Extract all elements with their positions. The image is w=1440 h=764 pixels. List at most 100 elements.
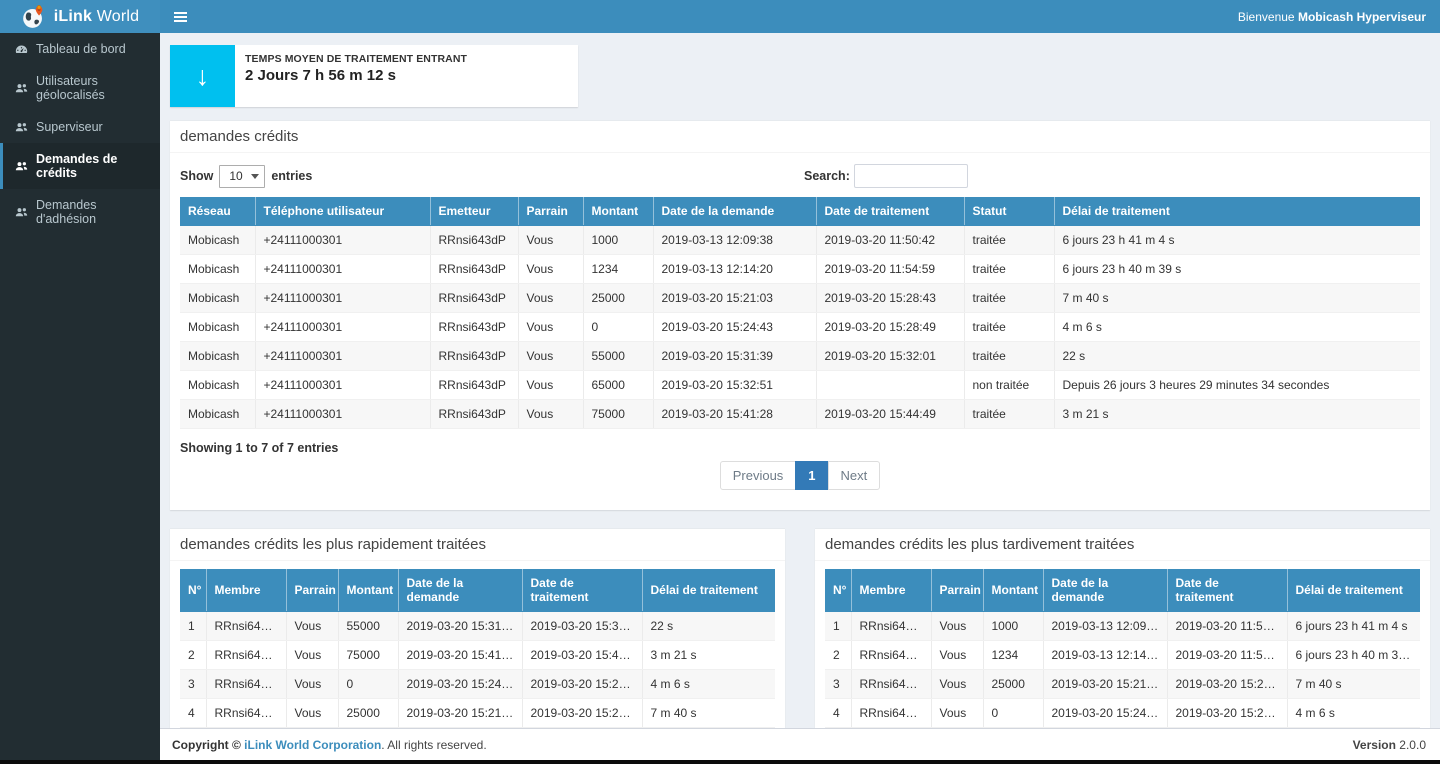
table-cell: 25000 (338, 699, 398, 728)
column-header[interactable]: Date de traitement (1167, 569, 1287, 612)
table-cell: RRnsi643dP (430, 342, 518, 371)
table-cell: +24111000301 (255, 284, 430, 313)
table-header-row: N°MembreParrainMontantDate de la demande… (825, 569, 1420, 612)
column-header[interactable]: Date de traitement (522, 569, 642, 612)
column-header[interactable]: N° (180, 569, 206, 612)
table-cell: RRnsi643dP (206, 670, 286, 699)
table-cell: 2019-03-20 15:41:28 (398, 641, 522, 670)
sidebar-item-tableau-de-bord[interactable]: Tableau de bord (0, 33, 160, 65)
column-header[interactable]: Téléphone utilisateur (255, 197, 430, 226)
table-cell: 55000 (583, 342, 653, 371)
table-cell: 2019-03-20 15:44:49 (522, 641, 642, 670)
column-header[interactable]: N° (825, 569, 851, 612)
table-cell: RRnsi643dP (206, 641, 286, 670)
column-header[interactable]: Date de la demande (653, 197, 816, 226)
sidebar-item-demandes-de-credits[interactable]: Demandes de crédits (0, 143, 160, 189)
column-header[interactable]: Statut (964, 197, 1054, 226)
users-icon (15, 206, 28, 219)
table-cell: 1234 (983, 641, 1043, 670)
table-cell: traitée (964, 284, 1054, 313)
version-text: Version 2.0.0 (1353, 738, 1426, 752)
previous-page-button[interactable]: Previous (720, 461, 797, 490)
table-cell: 0 (583, 313, 653, 342)
table-cell: Vous (518, 226, 583, 255)
table-row: 3RRnsi643dPVous250002019-03-20 15:21:032… (825, 670, 1420, 699)
column-header[interactable]: Délai de traitement (642, 569, 775, 612)
brand-logo[interactable]: iLink World (0, 0, 160, 33)
next-page-button[interactable]: Next (828, 461, 881, 490)
hamburger-icon[interactable] (160, 0, 200, 33)
table-cell: 2019-03-20 15:32:01 (522, 612, 642, 641)
column-header[interactable]: Parrain (286, 569, 338, 612)
table-cell: 2019-03-20 15:41:28 (653, 400, 816, 429)
table-cell: RRnsi643dP (430, 371, 518, 400)
table-cell: +24111000301 (255, 226, 430, 255)
table-cell: Vous (518, 255, 583, 284)
table-cell: 2019-03-13 12:14:20 (1043, 641, 1167, 670)
column-header[interactable]: Montant (583, 197, 653, 226)
column-header[interactable]: Parrain (931, 569, 983, 612)
table-cell: traitée (964, 313, 1054, 342)
table-cell: +24111000301 (255, 371, 430, 400)
table-cell: Vous (518, 342, 583, 371)
column-header[interactable]: Parrain (518, 197, 583, 226)
table-row: 3RRnsi643dPVous02019-03-20 15:24:432019-… (180, 670, 775, 699)
column-header[interactable]: Montant (338, 569, 398, 612)
column-header[interactable]: Membre (206, 569, 286, 612)
table-cell: 1000 (983, 612, 1043, 641)
sidebar-item-label: Superviseur (36, 120, 103, 134)
table-cell: 2019-03-20 11:54:59 (1167, 641, 1287, 670)
page-1-button[interactable]: 1 (795, 461, 828, 490)
users-icon (15, 121, 28, 134)
table-cell: 2019-03-20 11:50:42 (1167, 612, 1287, 641)
table-cell: 0 (983, 699, 1043, 728)
sidebar-item-label: Demandes de crédits (36, 152, 150, 180)
table-cell: 6 jours 23 h 40 m 39 s (1054, 255, 1420, 284)
footer: Copyright © iLink World Corporation. All… (160, 728, 1440, 760)
column-header[interactable]: Emetteur (430, 197, 518, 226)
table-row: Mobicash+24111000301RRnsi643dPVous100020… (180, 226, 1420, 255)
page-length-select[interactable]: 10 (219, 165, 265, 188)
table-cell: Vous (931, 612, 983, 641)
table-cell: 2019-03-20 15:21:03 (1043, 670, 1167, 699)
table-cell: 2019-03-20 15:32:51 (653, 371, 816, 400)
column-header[interactable]: Délai de traitement (1287, 569, 1420, 612)
table-cell: RRnsi643dP (851, 612, 931, 641)
sidebar-item-demandes-adhesion[interactable]: Demandes d'adhésion (0, 189, 160, 235)
sidebar-item-superviseur[interactable]: Superviseur (0, 111, 160, 143)
column-header[interactable]: Montant (983, 569, 1043, 612)
table-cell: 3 m 21 s (642, 641, 775, 670)
column-header[interactable]: Date de la demande (1043, 569, 1167, 612)
column-header[interactable]: Date de traitement (816, 197, 964, 226)
table-cell: 2019-03-20 15:44:49 (816, 400, 964, 429)
table-row: Mobicash+24111000301RRnsi643dPVous02019-… (180, 313, 1420, 342)
company-link[interactable]: iLink World Corporation (244, 738, 381, 752)
column-header[interactable]: Réseau (180, 197, 255, 226)
table-cell: 6 jours 23 h 41 m 4 s (1287, 612, 1420, 641)
page-length-control: Show 10 entries (180, 165, 312, 188)
table-cell: 2019-03-13 12:14:20 (653, 255, 816, 284)
fastest-panel-title: demandes crédits les plus rapidement tra… (170, 529, 785, 561)
table-row: 4RRnsi643dPVous02019-03-20 15:24:432019-… (825, 699, 1420, 728)
table-cell: 7 m 40 s (642, 699, 775, 728)
sidebar-item-utilisateurs-geolocalises[interactable]: Utilisateurs géolocalisés (0, 65, 160, 111)
table-cell: traitée (964, 342, 1054, 371)
table-cell: 2019-03-20 15:31:39 (653, 342, 816, 371)
table-cell: RRnsi643dP (430, 284, 518, 313)
table-cell: Vous (931, 641, 983, 670)
table-cell: 2019-03-20 15:24:43 (1043, 699, 1167, 728)
table-cell: 1000 (583, 226, 653, 255)
search-input[interactable] (854, 164, 968, 188)
table-cell: 4 m 6 s (1287, 699, 1420, 728)
table-cell: RRnsi643dP (206, 612, 286, 641)
column-header[interactable]: Membre (851, 569, 931, 612)
table-row: 1RRnsi643dPVous550002019-03-20 15:31:392… (180, 612, 775, 641)
table-cell: 6 jours 23 h 41 m 4 s (1054, 226, 1420, 255)
table-cell: 2019-03-20 15:28:49 (1167, 699, 1287, 728)
table-cell: 2019-03-20 15:21:03 (653, 284, 816, 313)
table-cell: 6 jours 23 h 40 m 39 s (1287, 641, 1420, 670)
column-header[interactable]: Délai de traitement (1054, 197, 1420, 226)
column-header[interactable]: Date de la demande (398, 569, 522, 612)
pagination: Previous 1 Next (180, 461, 1420, 490)
table-cell: Vous (286, 699, 338, 728)
